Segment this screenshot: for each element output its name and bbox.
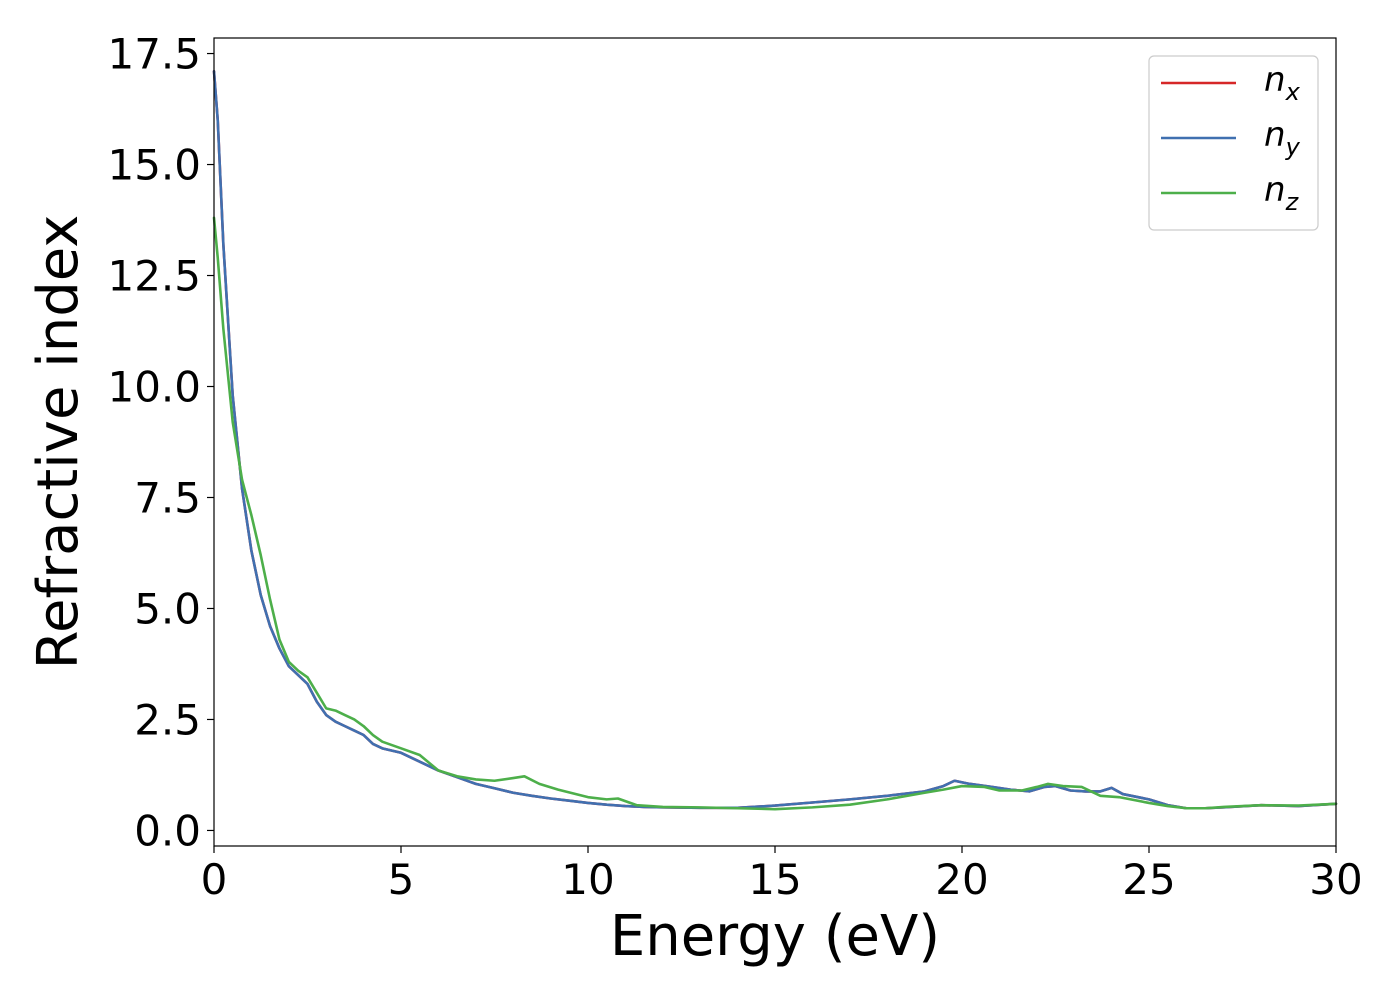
- x-tick-label: 0: [201, 855, 228, 904]
- y-tick-label: 15.0: [107, 141, 201, 190]
- x-tick-label: 30: [1309, 855, 1362, 904]
- y-tick-label: 12.5: [107, 252, 201, 301]
- legend-label-base: n: [1264, 60, 1286, 100]
- x-axis-label: Energy (eV): [610, 904, 940, 969]
- legend-label-x: nx: [1264, 60, 1301, 106]
- x-tick-label: 25: [1122, 855, 1175, 904]
- y-tick-label: 0.0: [134, 806, 201, 855]
- x-tick-label: 15: [748, 855, 801, 904]
- legend-label-base: n: [1264, 115, 1286, 155]
- legend-label-subscript: y: [1285, 133, 1301, 161]
- legend-label-z: nz: [1264, 170, 1300, 216]
- y-tick-label: 2.5: [134, 695, 201, 744]
- y-tick-label: 7.5: [134, 473, 201, 522]
- y-axis-ticks: 0.0 2.5 5.0 7.5 10.0 12.5 15.0 17.5: [107, 30, 214, 855]
- y-tick-label: 5.0: [134, 584, 201, 633]
- y-tick-label: 17.5: [107, 30, 201, 79]
- y-tick-label: 10.0: [107, 363, 201, 412]
- legend-label-subscript: x: [1285, 78, 1301, 106]
- series-layer: [212, 70, 1338, 811]
- x-tick-label: 10: [561, 855, 614, 904]
- legend-label-y: ny: [1264, 115, 1301, 161]
- x-tick-label: 20: [935, 855, 988, 904]
- y-axis-label: Refractive index: [26, 215, 91, 670]
- legend-label-base: n: [1264, 170, 1286, 210]
- legend-label-subscript: z: [1285, 188, 1300, 216]
- series-line-y: [212, 70, 1338, 810]
- legend-box: [1148, 55, 1319, 231]
- x-tick-label: 5: [388, 855, 415, 904]
- x-axis-ticks: 0 5 10 15 20 25 30: [201, 846, 1363, 904]
- series-line-z: [212, 216, 1338, 811]
